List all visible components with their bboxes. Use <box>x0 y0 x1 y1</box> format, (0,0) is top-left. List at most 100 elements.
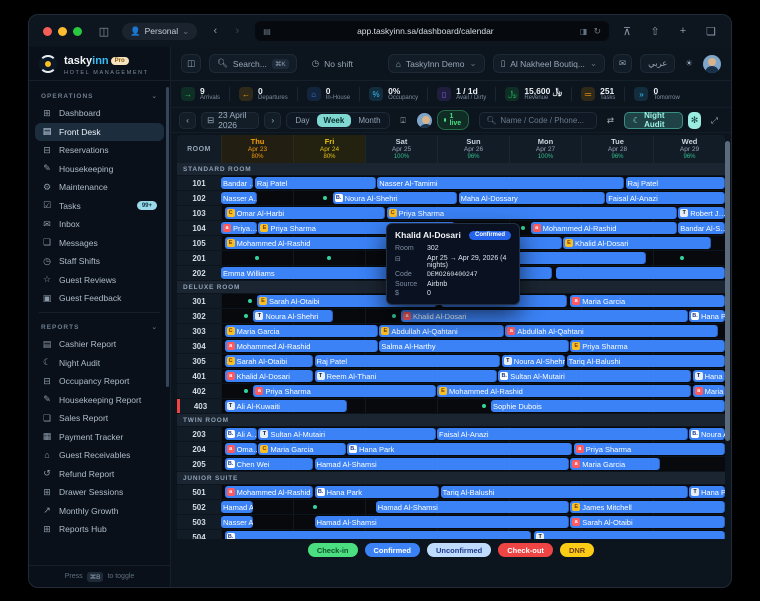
zoom-window-button[interactable] <box>73 26 82 36</box>
booking-bar[interactable]: E Khalid Al-Dosari <box>563 237 711 249</box>
legend-unconfirmed[interactable]: Unconfirmed <box>427 543 492 557</box>
booking-bar[interactable]: C Priya Sharma <box>386 207 677 219</box>
browser-sidebar-icon[interactable]: ◫ <box>98 25 110 38</box>
legend-dnr[interactable]: DNR <box>559 543 595 557</box>
booking-bar[interactable]: E Priya Sharma <box>570 340 725 352</box>
booking-bar[interactable]: Bandar … <box>221 177 254 189</box>
new-tab-button[interactable]: + <box>679 25 687 37</box>
sidebar-item-sales-report[interactable]: ❏ Sales Report <box>35 409 164 427</box>
sidebar-item-night-audit[interactable]: ☾ Night Audit <box>35 354 164 372</box>
booking-bar[interactable]: B.Noura A… <box>689 428 725 440</box>
sidebar-item-front-desk[interactable]: ▤ Front Desk <box>35 122 164 141</box>
sidebar-scrollbar[interactable] <box>166 87 169 387</box>
calendar-scrollbar[interactable] <box>725 141 730 441</box>
view-tab-month[interactable]: Month <box>358 115 381 125</box>
legend-confirmed[interactable]: Confirmed <box>364 543 420 557</box>
automation-button[interactable]: ✻ <box>688 111 702 129</box>
booking-bar[interactable]: T Robert J… <box>678 207 725 219</box>
booking-bar[interactable] <box>555 267 725 279</box>
sidebar-item-occupancy-report[interactable]: ⊟ Occupancy Report <box>35 372 164 390</box>
close-window-button[interactable] <box>43 26 52 36</box>
shuffle-icon[interactable]: ⇄ <box>606 114 614 125</box>
shift-status[interactable]: ◷ No shift <box>311 58 353 69</box>
booking-bar[interactable]: Tariq Al-Balushi <box>566 355 725 367</box>
night-audit-button[interactable]: ☾ Night Audit <box>623 111 684 129</box>
booking-bar[interactable]: Tariq Al-Balushi <box>440 486 688 498</box>
booking-bar[interactable]: Hamad A… <box>221 501 254 513</box>
booking-bar[interactable]: a Sarah Al-Otaibi <box>570 516 725 528</box>
date-picker[interactable]: ⊟ 23 April 2026 <box>201 110 260 130</box>
booking-bar[interactable]: C Sarah Al-Otaibi <box>224 355 314 367</box>
sidebar-item-cashier-report[interactable]: ▤ Cashier Report <box>35 335 164 353</box>
back-button[interactable]: ‹ <box>213 25 218 37</box>
property-selector[interactable]: ⌂ TaskyInn Demo ⌄ <box>387 54 485 73</box>
sidebar-item-tasks[interactable]: ☑ Tasks 99+ <box>35 197 164 215</box>
booking-bar[interactable]: Raj Patel <box>314 355 501 367</box>
booking-bar[interactable]: a Khalid Al-Dosari <box>224 370 314 382</box>
booking-bar[interactable]: Faisal Al-Anazi <box>437 428 688 440</box>
booking-bar[interactable]: a Abdullah Al-Qahtani <box>505 325 718 337</box>
booking-bar[interactable]: Raj Patel <box>625 177 725 189</box>
guest-search-input[interactable]: 🔍︎ Name / Code / Phone... <box>479 111 597 129</box>
sidebar-item-guest-feedback[interactable]: ▣ Guest Feedback <box>35 289 164 307</box>
booking-bar[interactable]: T Sultan Al-Mutairi <box>258 428 436 440</box>
booking-bar[interactable]: Nasser A… <box>221 516 254 528</box>
profile-menu[interactable]: 👤 Personal ⌄ <box>122 22 198 40</box>
booking-bar[interactable]: C Omar Al-Harbi <box>224 207 386 219</box>
sidebar-item-dashboard[interactable]: ⊞ Dashboard <box>35 104 164 122</box>
sidebar-item-refund-report[interactable]: ↺ Refund Report <box>35 465 164 483</box>
sidebar-item-guest-reviews[interactable]: ☆ Guest Reviews <box>35 271 164 289</box>
booking-bar[interactable]: C Maria Garcia <box>224 325 378 337</box>
booking-bar[interactable]: B. Hana Park <box>314 486 440 498</box>
reload-icon[interactable]: ↻ <box>593 25 601 36</box>
view-tab-week[interactable]: Week <box>316 113 352 127</box>
sidebar-item-inbox[interactable]: ✉ Inbox <box>35 215 164 233</box>
booking-bar[interactable]: T Noura Al-Shehri <box>253 310 333 322</box>
sidebar-item-reports-hub[interactable]: ⊞ Reports Hub <box>35 520 164 538</box>
booking-bar[interactable]: Nasser Al-Tamimi <box>377 177 625 189</box>
booking-bar[interactable]: a Mohammed Al-Rashid <box>224 486 314 498</box>
booking-bar[interactable]: T <box>534 531 725 539</box>
sidebar-item-maintenance[interactable]: ⚙ Maintenance <box>35 178 164 196</box>
booking-bar[interactable]: E Abdullah Al-Qahtani <box>379 325 504 337</box>
translate-icon[interactable]: ◨ <box>579 26 588 36</box>
legend-check-out[interactable]: Check-out <box>498 543 553 557</box>
booking-bar[interactable]: B. Ali A… <box>224 428 257 440</box>
global-search-input[interactable]: 🔍︎ Search... ⌘K <box>209 54 297 73</box>
language-toggle[interactable]: عربي <box>640 54 676 73</box>
booking-bar[interactable]: B.Hana Pa… <box>689 310 725 322</box>
booking-bar[interactable]: Hamad Al-Shamsi <box>314 458 569 470</box>
sidebar-item-reservations[interactable]: ⊟ Reservations <box>35 141 164 159</box>
share-icon[interactable]: ⇧ <box>650 25 660 38</box>
active-user-avatar[interactable] <box>416 112 432 128</box>
sidebar-item-housekeeping[interactable]: ✎ Housekeeping <box>35 160 164 178</box>
booking-bar[interactable]: a Maria Garcia <box>570 295 725 307</box>
legend-check-in[interactable]: Check-in <box>307 543 358 557</box>
booking-bar[interactable]: Sophie Dubois <box>491 400 725 412</box>
booking-bar[interactable]: Nasser A… <box>221 192 257 204</box>
booking-bar[interactable]: Salma Al-Harthy <box>379 340 569 352</box>
booking-bar[interactable]: E James Mitchell <box>570 501 725 513</box>
theme-toggle-sun-icon[interactable]: ☀ <box>685 58 693 68</box>
booking-bar[interactable]: Raj Patel <box>254 177 376 189</box>
sidebar-section-label[interactable]: OPERATIONS ⌄ <box>35 87 164 104</box>
booking-bar[interactable]: B. Hana Park <box>347 443 573 455</box>
booking-bar[interactable]: C Maria Garcia <box>258 443 346 455</box>
booking-bar[interactable]: a Khalid Al-Dosari <box>401 310 688 322</box>
mail-icon[interactable]: ✉ <box>613 54 633 73</box>
booking-bar[interactable]: B. <box>224 531 531 539</box>
booking-bar[interactable]: T Reem Al-Thani <box>314 370 497 382</box>
booking-bar[interactable]: B. Sultan Al-Mutairi <box>498 370 692 382</box>
booking-bar[interactable]: Faisal Al-Anazi <box>606 192 725 204</box>
user-avatar[interactable] <box>703 54 721 73</box>
forward-button[interactable]: › <box>235 25 240 37</box>
hotel-selector[interactable]: ▯ Al Nakheel Boutiq... ⌄ <box>492 54 606 73</box>
anchor-icon[interactable]: ⍗ <box>400 114 406 125</box>
downloads-icon[interactable]: ⊼ <box>622 25 632 38</box>
booking-bar[interactable]: E Mohammed Al-Rashid <box>437 385 692 397</box>
url-bar[interactable]: ▤ app.taskyinn.sa/dashboard/calendar ◨ ↻ <box>255 21 609 41</box>
booking-bar[interactable]: T Noura Al-Shehri <box>501 355 566 367</box>
